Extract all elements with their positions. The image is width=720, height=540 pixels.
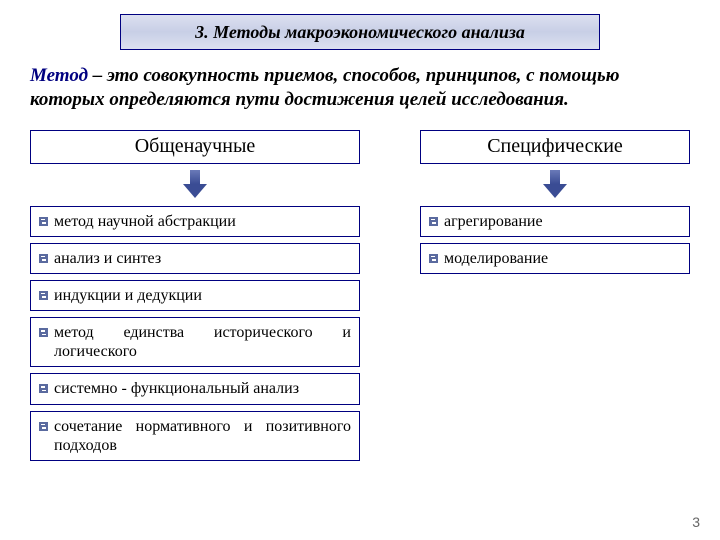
item-text: сочетание нормативного и позитивного под…	[54, 417, 351, 455]
left-item: индукции и дедукции	[30, 280, 360, 311]
item-text: моделирование	[444, 249, 548, 268]
item-text: метод единства исторического и логическо…	[54, 323, 351, 361]
columns-container: Общенаучные метод научной абстракции ана…	[30, 130, 690, 468]
right-item: моделирование	[420, 243, 690, 274]
left-column: Общенаучные метод научной абстракции ана…	[30, 130, 360, 468]
left-item: метод единства исторического и логическо…	[30, 317, 360, 367]
left-item: метод научной абстракции	[30, 206, 360, 237]
bullet-icon	[39, 384, 48, 393]
bullet-icon	[39, 291, 48, 300]
left-item: системно - функциональный анализ	[30, 373, 360, 404]
right-item: агрегирование	[420, 206, 690, 237]
item-text: анализ и синтез	[54, 249, 161, 268]
section-title: 3. Методы макроэкономического анализа	[195, 22, 525, 43]
bullet-icon	[429, 254, 438, 263]
bullet-icon	[39, 422, 48, 431]
page-number: 3	[692, 514, 700, 530]
item-text: индукции и дедукции	[54, 286, 202, 305]
definition-term: Метод	[30, 65, 88, 86]
bullet-icon	[39, 217, 48, 226]
definition-paragraph: Метод – это совокупность приемов, способ…	[30, 64, 690, 112]
item-text: агрегирование	[444, 212, 543, 231]
bullet-icon	[429, 217, 438, 226]
right-header-box: Специфические	[420, 130, 690, 164]
left-header: Общенаучные	[135, 135, 256, 158]
left-header-box: Общенаучные	[30, 130, 360, 164]
left-item: анализ и синтез	[30, 243, 360, 274]
right-header: Специфические	[487, 135, 623, 158]
bullet-icon	[39, 254, 48, 263]
right-arrow	[420, 170, 690, 200]
item-text: метод научной абстракции	[54, 212, 236, 231]
bullet-icon	[39, 328, 48, 337]
left-item: сочетание нормативного и позитивного под…	[30, 411, 360, 461]
left-arrow	[30, 170, 360, 200]
right-column: Специфические агрегирование моделировани…	[420, 130, 690, 468]
item-text: системно - функциональный анализ	[54, 379, 299, 398]
definition-text: – это совокупность приемов, способов, пр…	[30, 65, 620, 110]
section-title-box: 3. Методы макроэкономического анализа	[120, 14, 600, 50]
